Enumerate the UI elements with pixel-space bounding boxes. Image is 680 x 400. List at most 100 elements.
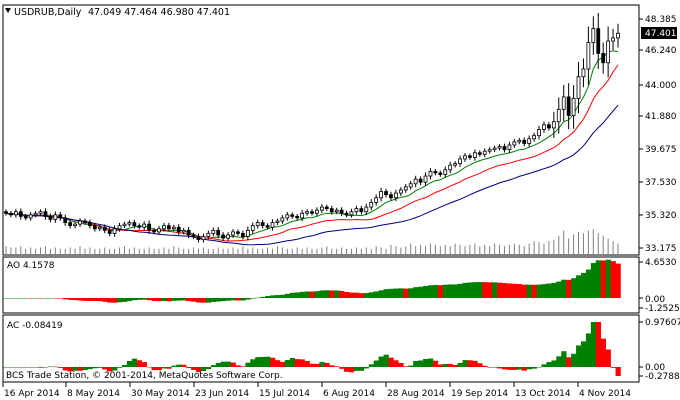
candle-body [112, 228, 117, 234]
ac-bar [279, 361, 286, 367]
time-tick: 28 Aug 2014 [387, 389, 445, 399]
ao-bar [497, 282, 503, 298]
ac-bar [260, 356, 266, 367]
candle-body [211, 229, 216, 234]
candle-body [423, 175, 428, 183]
candle-body [127, 222, 132, 225]
ao-bar [265, 296, 271, 298]
ac-bar [467, 360, 473, 367]
ao-bar [442, 284, 449, 298]
candle-body [216, 229, 221, 236]
ao-bar [427, 285, 434, 298]
ao-bar [457, 283, 463, 298]
candle-body [310, 211, 314, 214]
candle-body [231, 231, 235, 236]
ac-bar [363, 367, 370, 369]
ao-bar [437, 285, 444, 298]
price-tick: 41.880 [645, 112, 677, 122]
candle-body [418, 178, 423, 183]
ac-bar [516, 367, 523, 370]
ao-bar [87, 298, 93, 301]
ao-bar [358, 293, 365, 298]
ac-bar [561, 351, 567, 367]
ac-bar [472, 360, 478, 367]
candle-body [497, 146, 502, 149]
candle-body [88, 222, 92, 227]
ac-bar [344, 367, 350, 372]
ao-bar [220, 298, 226, 302]
ao-bar [576, 275, 582, 298]
ao-bar [432, 284, 439, 298]
candle-body [196, 236, 201, 241]
ac-bar [531, 367, 537, 369]
ac-tick: -0.27889 [645, 372, 680, 382]
ac-bar [373, 360, 379, 367]
ac-histogram [3, 322, 621, 376]
candle-body [290, 214, 295, 217]
ac-bar [482, 365, 488, 367]
ac-tick: 0.00 [645, 363, 665, 373]
candle-body [63, 217, 68, 223]
candle-body [542, 124, 546, 130]
candle-body [236, 231, 240, 234]
candle-body [142, 223, 147, 228]
ao-axis: 4.6530 0.00 -1.2525 [639, 258, 680, 314]
ao-tick: -1.2525 [645, 304, 680, 314]
ac-bar [314, 363, 320, 367]
ao-bar [393, 288, 399, 298]
candle-body [463, 155, 467, 160]
candle-body [329, 208, 334, 213]
candle-body [221, 234, 226, 239]
ac-bar [230, 362, 236, 367]
ao-bar [299, 291, 305, 298]
ao-bar [294, 292, 300, 298]
candle-body [186, 229, 191, 236]
ao-bar [8, 298, 14, 299]
ao-bar [210, 298, 217, 302]
ao-bar [585, 269, 592, 298]
ac-bar [580, 341, 587, 367]
ac-bar [102, 367, 108, 370]
candle-body [181, 229, 186, 233]
candle-body [522, 139, 527, 144]
candle-body [482, 150, 487, 155]
ao-bar [605, 259, 611, 298]
candle-body [275, 220, 280, 223]
ao-bar [561, 279, 567, 298]
ao-bar [166, 298, 172, 302]
ao-bar [511, 283, 518, 298]
ac-bar [590, 322, 597, 367]
ac-bar [349, 367, 355, 373]
candle-body [33, 212, 38, 216]
candle-body [295, 215, 300, 219]
ac-bar [423, 359, 429, 367]
ao-bar [200, 298, 207, 303]
candle-body [23, 215, 28, 219]
ac-bar [107, 367, 113, 372]
ac-bar [511, 367, 518, 370]
ao-bar [492, 282, 498, 298]
candle-body [4, 211, 8, 214]
candle-body [285, 214, 290, 219]
ao-bar [447, 284, 453, 298]
ac-bar [556, 356, 562, 367]
ac-bar [427, 358, 434, 367]
candle-body [97, 226, 102, 230]
ao-bar [502, 283, 508, 298]
ao-bar [467, 282, 473, 298]
ao-bar [230, 298, 236, 301]
ac-bar [393, 360, 399, 367]
ao-bar [131, 298, 138, 301]
ac-bar [136, 360, 143, 367]
ac-bar [595, 322, 602, 367]
candle-body [453, 163, 458, 166]
ao-bar [304, 291, 310, 298]
candle-body [107, 229, 112, 234]
ac-bar [23, 367, 29, 368]
candle-body [157, 228, 161, 233]
time-tick: 8 May 2014 [67, 389, 120, 399]
ao-bar [452, 284, 458, 298]
candle-body [92, 225, 97, 230]
candle-body [166, 225, 171, 230]
